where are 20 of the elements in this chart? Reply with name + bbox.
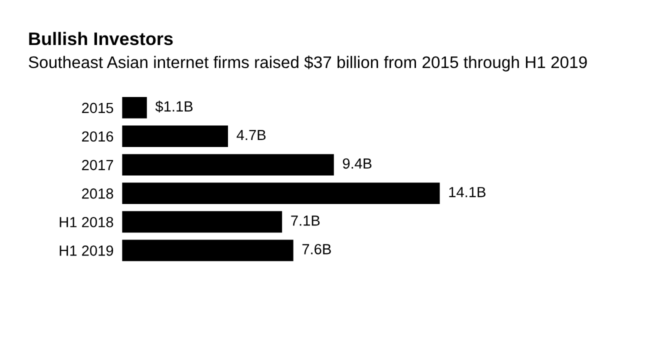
chart-subtitle: Southeast Asian internet firms raised $37 billion from 2015 through H1 2019 <box>28 56 587 72</box>
bar <box>122 211 282 233</box>
data-label: 7.6B <box>302 244 331 254</box>
y-tick-label: 2017 <box>82 160 114 170</box>
data-label: 9.4B <box>342 158 372 169</box>
data-label: 7.1B <box>291 216 320 226</box>
bar <box>122 96 147 118</box>
y-tick-label: 2015 <box>82 102 114 114</box>
y-tick-label: H1 2018 <box>60 216 114 228</box>
data-label: 14.1B <box>449 187 486 198</box>
bar <box>122 154 334 176</box>
data-label: $1.1B <box>155 100 193 112</box>
y-tick-label: 2016 <box>82 131 114 142</box>
chart-title: Bullish Investors <box>29 32 173 46</box>
bar <box>122 240 294 262</box>
y-tick-label: 2018 <box>82 188 114 199</box>
bar <box>122 126 228 147</box>
data-label: 4.7B <box>236 130 266 140</box>
bar <box>122 182 440 204</box>
y-tick-label: H1 2019 <box>60 246 114 256</box>
